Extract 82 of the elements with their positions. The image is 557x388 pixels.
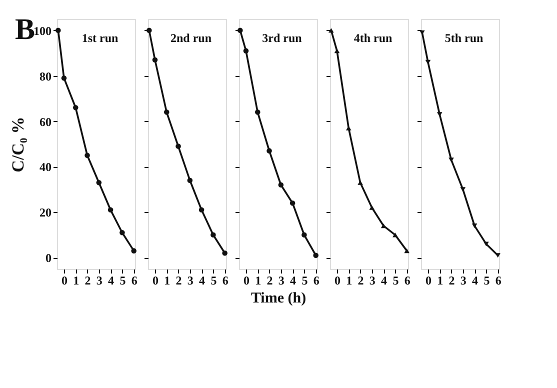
legend-label: 1st run (82, 31, 118, 45)
y-tick-label: 0 (46, 251, 52, 266)
point (131, 248, 136, 254)
point (187, 178, 193, 184)
x-tick-label: 0 (61, 274, 68, 288)
x-tick-label: 2 (358, 274, 364, 288)
point (96, 180, 102, 186)
x-tick-label: 5 (120, 274, 126, 288)
y-tick-label: 80 (40, 69, 52, 84)
point (152, 57, 158, 63)
y-tick-label: 40 (40, 160, 52, 174)
x-tick-label: 3 (187, 274, 194, 288)
point (313, 252, 318, 258)
x-tick-label: 2 (176, 274, 182, 288)
y-axis-title: C/C₀ % (8, 116, 28, 172)
point (484, 242, 489, 246)
x-tick-label: 0 (425, 274, 432, 288)
x-tick-label: 4 (472, 274, 478, 288)
x-tick-label: 6 (404, 274, 410, 288)
point (84, 152, 90, 158)
x-tick-label: 0 (243, 274, 250, 288)
point (425, 60, 431, 64)
x-tick-label: 3 (278, 274, 284, 288)
point (243, 48, 249, 54)
x-tick-label: 1 (73, 274, 80, 288)
y-tick-label: 20 (40, 206, 52, 220)
series-label: 5th run (444, 31, 484, 45)
point (254, 110, 260, 115)
point (198, 207, 204, 213)
point (290, 200, 296, 206)
x-tick-label: 0 (152, 274, 158, 288)
legend-label: 2nd run (170, 31, 212, 45)
x-tick-label: 6 (495, 274, 502, 288)
point (222, 250, 228, 256)
point (448, 158, 454, 162)
x-tick-label: 4 (199, 274, 206, 288)
x-tick-label: 1 (437, 274, 444, 288)
point (358, 180, 363, 185)
text: B (14, 13, 35, 46)
point (108, 207, 114, 213)
point (164, 110, 170, 115)
legend-label: 4th run (354, 31, 392, 45)
x-tick-label: 4 (108, 274, 114, 288)
x-tick-label: 5 (210, 274, 217, 288)
x-tick-label: 3 (96, 274, 102, 288)
x-tick-label: 3 (369, 274, 376, 288)
point (369, 205, 375, 210)
point (404, 248, 410, 254)
point (392, 232, 398, 238)
point (460, 187, 466, 192)
x-tick-label: 2 (266, 274, 273, 288)
x-tick-label: 2 (448, 274, 455, 288)
point (472, 224, 478, 228)
x-tick-label: 6 (313, 274, 320, 288)
y-tick-label: 100 (34, 24, 52, 38)
x-axis-title: Time (h) (250, 290, 306, 306)
point (72, 104, 78, 110)
point (210, 232, 216, 238)
x-tick-label: 0 (334, 274, 340, 288)
x-tick-label: 6 (131, 274, 138, 288)
point (120, 230, 125, 236)
x-tick-label: 4 (381, 274, 388, 288)
x-tick-label: 1 (164, 274, 170, 288)
point (278, 182, 284, 188)
x-tick-label: 5 (392, 274, 399, 288)
x-tick-label: 5 (484, 274, 490, 288)
x-tick-label: 4 (290, 274, 296, 288)
x-tick-label: 3 (460, 274, 466, 288)
legend-label: 3rd run (262, 31, 302, 45)
x-tick-label: 6 (222, 274, 228, 288)
x-tick-label: 1 (346, 274, 352, 288)
x-tick-label: 2 (84, 274, 91, 288)
point (56, 28, 61, 34)
point (176, 144, 181, 149)
y-tick-label: 60 (40, 114, 52, 129)
point (436, 112, 442, 117)
point (61, 75, 67, 81)
x-tick-label: 1 (255, 274, 262, 288)
point (302, 232, 307, 238)
point (266, 148, 272, 154)
point (334, 48, 340, 54)
x-tick-label: 5 (302, 274, 308, 288)
